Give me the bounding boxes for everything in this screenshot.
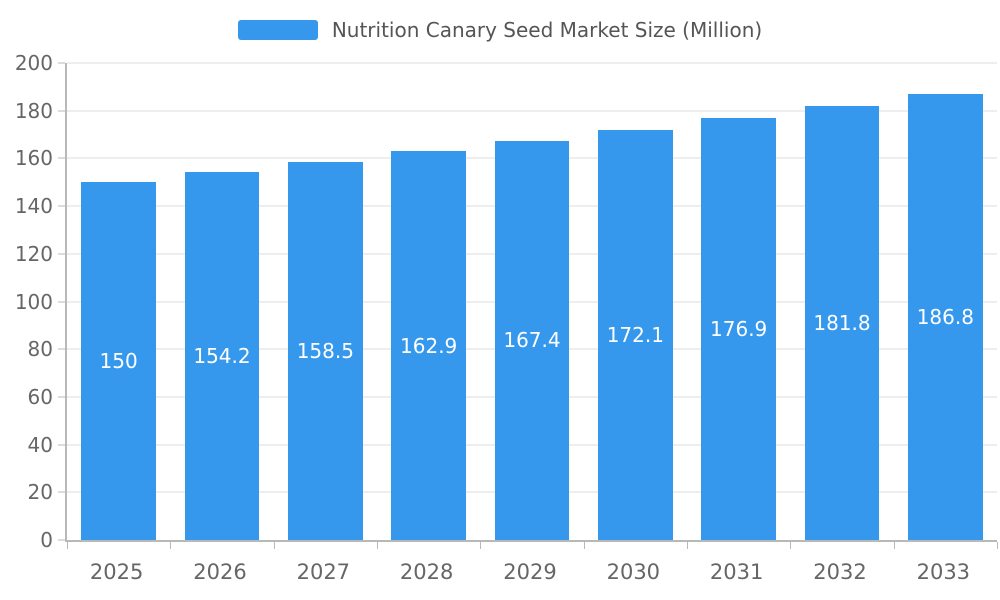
y-tick-mark: [58, 301, 65, 302]
y-axis-tick-label: 80: [27, 337, 53, 362]
y-tick-mark: [58, 396, 65, 398]
bar-2026: 154.2: [184, 172, 260, 540]
x-tick-mark: [893, 542, 895, 549]
x-axis: 2025 2026 2027 2028 2029 2030 2031 2032 2033: [65, 542, 995, 592]
y-tick-mark: [58, 157, 65, 159]
bar-value-label: 154.2: [193, 344, 251, 369]
y-axis-tick-label: 40: [27, 432, 53, 457]
y-tick-mark: [58, 253, 65, 255]
x-axis-tick-label: 2031: [709, 560, 764, 584]
bar-2027: 158.5: [288, 161, 363, 540]
bar-2029: 167.4: [494, 140, 570, 540]
x-axis-tick-label: 2025: [89, 560, 144, 584]
y-tick-mark: [58, 205, 65, 207]
y-tick-mark: [58, 62, 65, 64]
bar-value-label: 176.9: [710, 317, 768, 342]
x-axis-tick-label: 2028: [399, 560, 454, 584]
y-axis-tick-label: 180: [14, 98, 53, 123]
y-axis-tick-label: 0: [40, 528, 53, 552]
y-axis-tick-label: 20: [27, 480, 53, 505]
y-tick-mark: [58, 444, 65, 446]
y-tick-mark: [58, 110, 65, 112]
bar-value-label: 186.8: [916, 305, 974, 330]
x-tick-mark: [170, 542, 172, 549]
chart-title: Nutrition Canary Seed Market Size (Milli…: [331, 18, 763, 42]
bar-2033: 186.8: [908, 94, 983, 540]
bar-value-label: 150: [99, 349, 138, 374]
plot-area: 150 154.2 158.5 162.9 167.4 172.1 176.9 181.8 18…: [58, 62, 998, 549]
y-axis: 0 20 40 60 80 100 120 140 160 180 200: [0, 53, 55, 550]
bar-2028: 162.9: [391, 151, 466, 540]
y-tick-mark: [58, 491, 65, 493]
x-tick-mark: [583, 542, 585, 549]
y-axis-tick-label: 60: [27, 384, 53, 409]
legend-swatch-icon: [237, 20, 318, 40]
bar-value-label: 172.1: [606, 322, 664, 347]
bar-2030: 172.1: [598, 129, 673, 540]
y-axis-tick-label: 200: [14, 51, 53, 75]
gridline: [67, 62, 997, 64]
x-axis-tick-label: 2030: [606, 560, 661, 584]
x-tick-mark: [67, 542, 68, 549]
bar-value-label: 162.9: [400, 333, 458, 358]
x-tick-mark: [273, 542, 275, 549]
x-axis-tick-label: 2029: [503, 560, 557, 584]
x-axis-tick-label: 2032: [813, 560, 867, 584]
bar-2032: 181.8: [804, 106, 880, 540]
gridline: [67, 110, 997, 112]
bar-value-label: 167.4: [503, 328, 561, 353]
x-axis-tick-label: 2026: [193, 560, 247, 584]
x-axis-tick-label: 2033: [916, 560, 971, 584]
x-tick-mark: [686, 542, 688, 549]
x-tick-mark: [480, 542, 482, 549]
y-axis-tick-label: 140: [14, 194, 53, 219]
chart-legend[interactable]: Nutrition Canary Seed Market Size (Milli…: [0, 16, 1000, 44]
y-axis-tick-label: 100: [14, 289, 53, 314]
y-tick-mark: [58, 348, 65, 350]
y-axis-tick-label: 120: [14, 241, 53, 266]
bar-2025: 150: [81, 182, 156, 540]
x-tick-mark: [997, 542, 998, 549]
x-tick-mark: [790, 542, 792, 549]
y-tick-mark: [58, 539, 65, 541]
y-axis-tick-label: 160: [14, 146, 53, 171]
bar-2031: 176.9: [701, 118, 776, 540]
bar-value-label: 181.8: [813, 311, 871, 336]
x-tick-mark: [376, 542, 378, 549]
bar-value-label: 158.5: [296, 338, 354, 363]
x-axis-tick-label: 2027: [296, 560, 351, 584]
